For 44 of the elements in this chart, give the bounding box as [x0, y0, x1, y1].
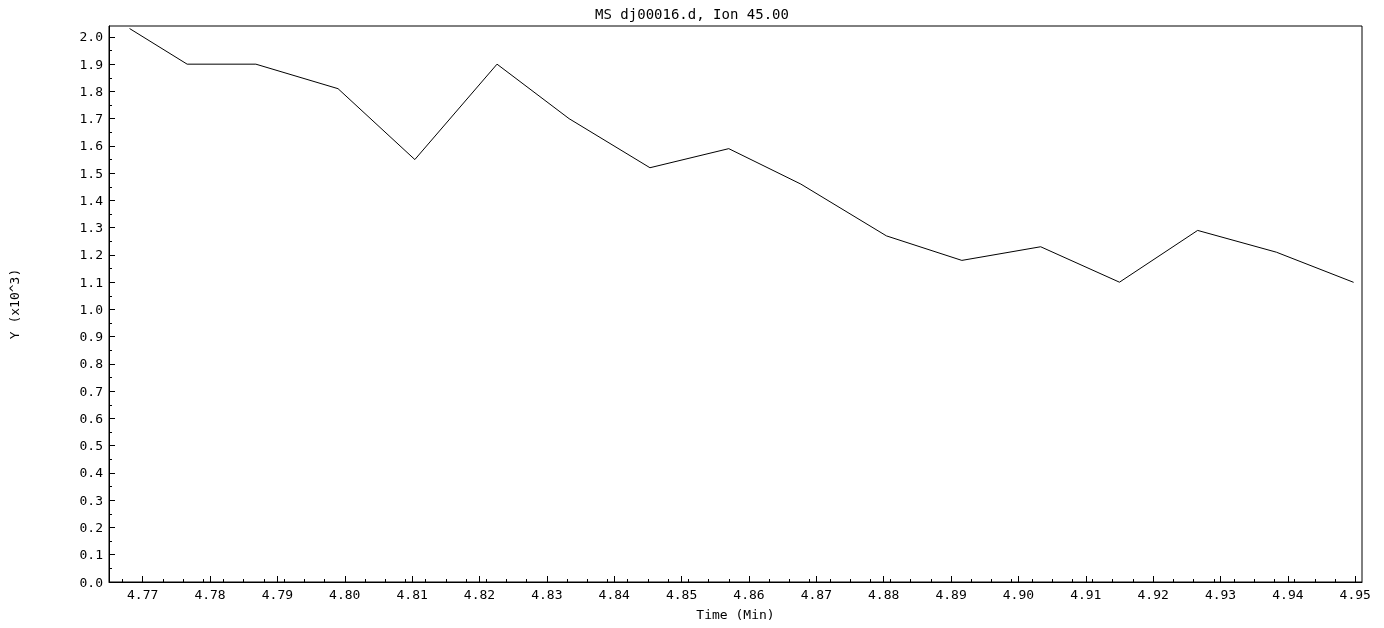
y-tick-label: 0.4	[79, 465, 104, 481]
x-tick-label: 4.89	[935, 587, 967, 602]
y-tick-label: 1.1	[79, 274, 103, 290]
y-tick-label: 1.3	[79, 220, 103, 236]
x-tick-label: 4.94	[1272, 587, 1304, 602]
y-tick-label: 0.5	[79, 438, 103, 454]
x-tick-label: 4.79	[261, 587, 294, 602]
y-tick-label: 2.0	[79, 29, 103, 45]
x-tick-label: 4.88	[868, 587, 900, 602]
x-tick-label: 4.95	[1339, 587, 1371, 602]
y-tick-label: 1.8	[79, 83, 103, 99]
y-tick-label: 1.9	[79, 56, 103, 72]
x-tick-label: 4.82	[463, 587, 496, 602]
x-tick-label: 4.87	[800, 587, 832, 602]
y-tick-label: 0.7	[79, 383, 103, 399]
y-tick-label: 0.9	[79, 329, 103, 345]
y-tick-label: 0.0	[79, 574, 103, 590]
x-tick-label: 4.83	[531, 587, 563, 602]
x-tick-label: 4.78	[194, 587, 226, 602]
x-tick-label: 4.90	[1002, 587, 1035, 602]
y-tick-label: 1.7	[79, 111, 103, 127]
y-tick-label: 1.0	[79, 301, 103, 317]
x-tick-label: 4.86	[733, 587, 765, 602]
y-tick-label: 1.4	[79, 192, 104, 208]
y-tick-label: 0.6	[79, 410, 103, 426]
x-axis-title: Time (Min)	[696, 607, 775, 622]
y-tick-label: 1.2	[79, 247, 103, 263]
x-tick-label: 4.80	[329, 587, 361, 602]
x-tick-label: 4.81	[396, 587, 428, 602]
x-tick-label: 4.92	[1137, 587, 1169, 602]
y-tick-label: 1.6	[79, 138, 103, 154]
chart-title: MS dj00016.d, Ion 45.00	[595, 6, 789, 22]
y-tick-label: 0.1	[79, 547, 103, 563]
x-tick-label: 4.77	[127, 587, 159, 602]
x-tick-label: 4.84	[598, 587, 631, 602]
y-tick-label: 0.2	[79, 519, 103, 535]
line-series	[129, 28, 1354, 283]
x-tick-label: 4.91	[1070, 587, 1102, 602]
y-tick-label: 1.5	[79, 165, 103, 181]
y-tick-label: 0.8	[79, 356, 103, 372]
x-tick-label: 4.93	[1204, 587, 1237, 602]
x-tick-label: 4.85	[665, 587, 698, 602]
y-tick-label: 0.3	[79, 492, 103, 508]
y-axis-title: Y (x10^3)	[7, 268, 22, 340]
